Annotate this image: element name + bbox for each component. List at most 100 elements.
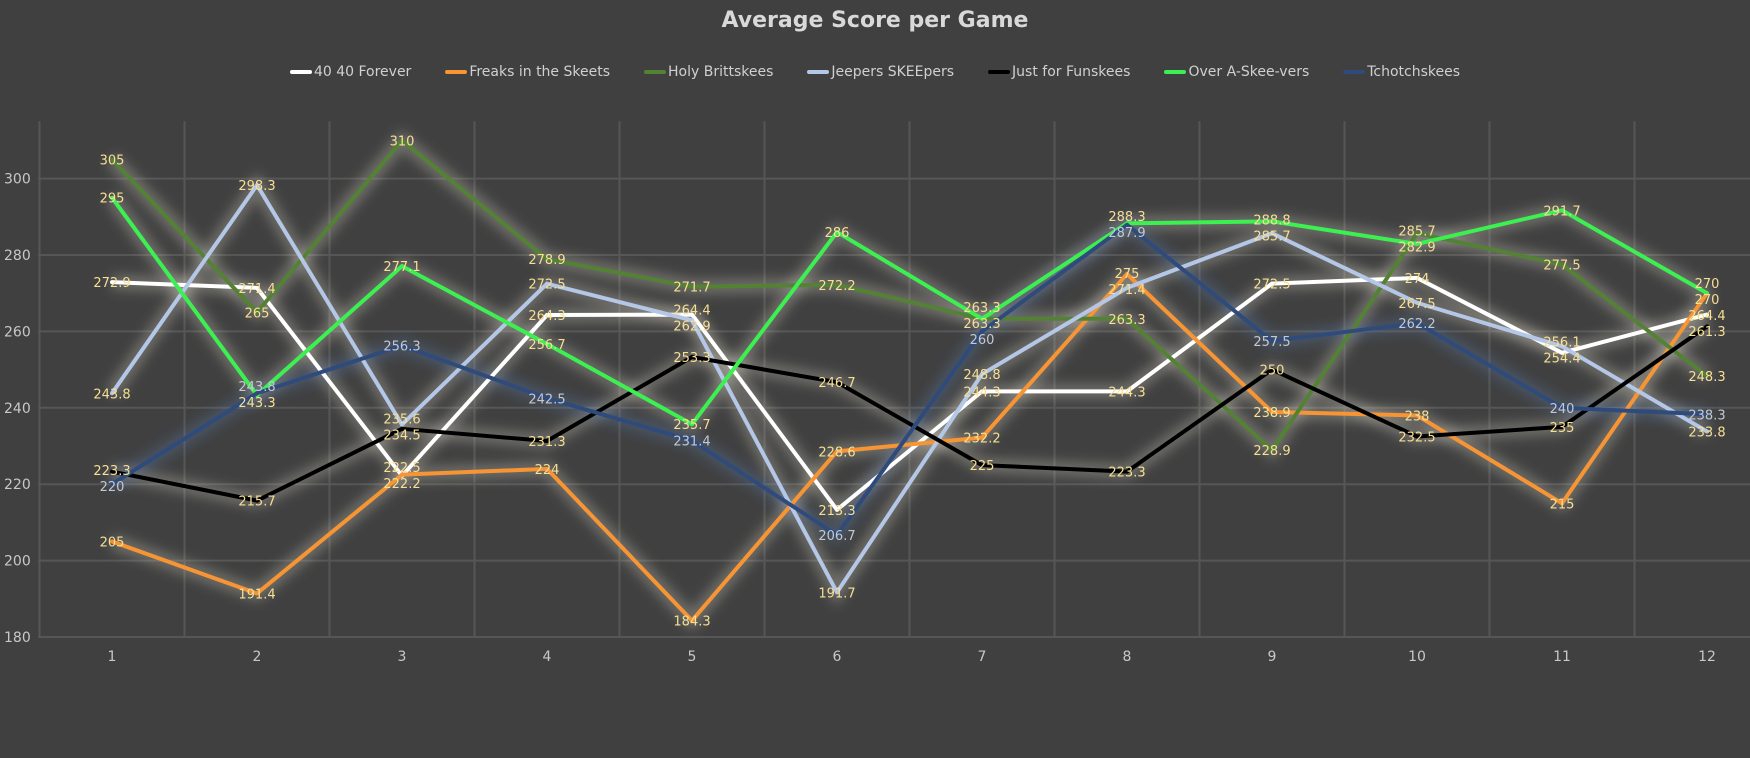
x-tick-label: 6	[833, 649, 842, 665]
data-point	[1125, 469, 1129, 474]
data-point	[400, 426, 404, 431]
data-label: 267.5	[1398, 297, 1435, 312]
data-point	[690, 318, 694, 323]
data-label: 272.5	[528, 278, 565, 293]
data-label: 243.3	[238, 396, 275, 411]
data-label: 291.7	[1543, 204, 1580, 219]
data-label: 213.3	[818, 504, 855, 519]
data-label: 235.7	[673, 418, 710, 433]
data-point	[1125, 222, 1129, 227]
data-point	[835, 449, 839, 454]
data-label: 244.3	[963, 385, 1000, 400]
data-label: 232.5	[1398, 431, 1435, 446]
data-label: 272.5	[1253, 278, 1290, 293]
data-label: 231.4	[673, 435, 710, 450]
data-point	[110, 391, 114, 396]
legend-label: Just for Funskees	[1012, 64, 1131, 80]
x-tick-label: 5	[688, 649, 697, 665]
data-label: 285.7	[1398, 225, 1435, 240]
data-point	[1560, 501, 1564, 506]
data-label: 235.6	[383, 413, 420, 428]
data-point	[110, 157, 114, 162]
data-label: 271.7	[673, 281, 710, 296]
data-label: 288.3	[1108, 210, 1145, 225]
data-point	[545, 466, 549, 471]
data-label: 272.2	[818, 279, 855, 294]
data-point	[545, 281, 549, 286]
data-point	[545, 257, 549, 262]
data-label: 274	[1405, 272, 1430, 287]
data-label: 246.7	[818, 376, 855, 391]
data-point	[690, 438, 694, 443]
chart-title: Average Score per Game	[721, 8, 1029, 33]
data-label: 288.8	[1253, 213, 1290, 228]
data-label: 263.3	[963, 317, 1000, 332]
y-tick-label: 220	[4, 477, 31, 493]
data-label: 262.2	[1398, 317, 1435, 332]
data-point	[110, 195, 114, 200]
x-tick-label: 11	[1553, 649, 1571, 665]
x-tick-label: 9	[1268, 649, 1277, 665]
legend-item[interactable]: Freaks in the Skeets	[445, 64, 610, 80]
data-label: 233.8	[1688, 426, 1725, 441]
data-point	[1270, 281, 1274, 286]
series-lines	[110, 138, 1709, 623]
data-label: 248.3	[1688, 370, 1725, 385]
data-label: 215	[1550, 497, 1575, 512]
data-point	[1125, 389, 1129, 394]
data-point	[1270, 448, 1274, 453]
data-point	[1560, 262, 1564, 267]
data-label: 223.3	[93, 464, 130, 479]
data-point	[1560, 350, 1564, 355]
data-point	[255, 183, 259, 188]
data-label: 250	[1260, 364, 1285, 379]
data-label: 206.7	[818, 529, 855, 544]
data-point	[835, 230, 839, 235]
legend-swatch	[289, 70, 312, 74]
legend-item[interactable]: Holy Brittskees	[644, 64, 773, 80]
legend-item[interactable]: Tchotchskees	[1343, 64, 1460, 80]
series-line-6	[110, 222, 1708, 538]
series-line-0	[111, 275, 1708, 512]
legend-swatch	[1343, 70, 1366, 74]
data-label: 264.4	[1688, 309, 1725, 324]
data-point	[835, 533, 839, 538]
data-point	[1125, 272, 1129, 277]
data-label: 275	[1115, 267, 1140, 282]
data-point	[690, 284, 694, 289]
legend-item[interactable]: Just for Funskees	[988, 64, 1130, 80]
data-point	[835, 380, 839, 385]
data-label: 286	[825, 226, 850, 241]
legend-swatch	[807, 70, 830, 74]
data-point	[1415, 300, 1419, 305]
data-point	[545, 439, 549, 444]
data-point	[1415, 231, 1419, 236]
data-point	[1125, 285, 1129, 290]
data-label: 264.3	[528, 309, 565, 324]
y-tick-label: 240	[4, 401, 31, 417]
data-label: 224	[535, 463, 560, 478]
data-label: 240	[1550, 402, 1575, 417]
data-point	[1270, 367, 1274, 372]
data-label: 263.3	[963, 301, 1000, 316]
data-label: 248.8	[963, 368, 1000, 383]
data-label: 277.5	[1543, 259, 1580, 274]
data-label: 271.4	[1108, 283, 1145, 298]
legend-item[interactable]: Jeepers SKEEpers	[807, 64, 954, 80]
data-label: 262.9	[673, 320, 710, 335]
data-label: 220	[100, 480, 125, 495]
data-point	[545, 342, 549, 347]
data-point	[1415, 320, 1419, 325]
data-label: 244.3	[1108, 385, 1145, 400]
data-point	[255, 391, 259, 396]
data-label: 287.9	[1108, 226, 1145, 241]
data-label: 228.6	[818, 445, 855, 460]
legend-item[interactable]: Over A-Skee-vers	[1164, 64, 1309, 80]
data-point	[1270, 338, 1274, 343]
data-point	[835, 507, 839, 512]
data-point	[1560, 344, 1564, 349]
data-label: 264.4	[673, 304, 710, 319]
x-tick-label: 12	[1698, 649, 1716, 665]
data-label: 184.3	[673, 615, 710, 630]
legend-item[interactable]: 40 40 Forever	[289, 64, 411, 80]
